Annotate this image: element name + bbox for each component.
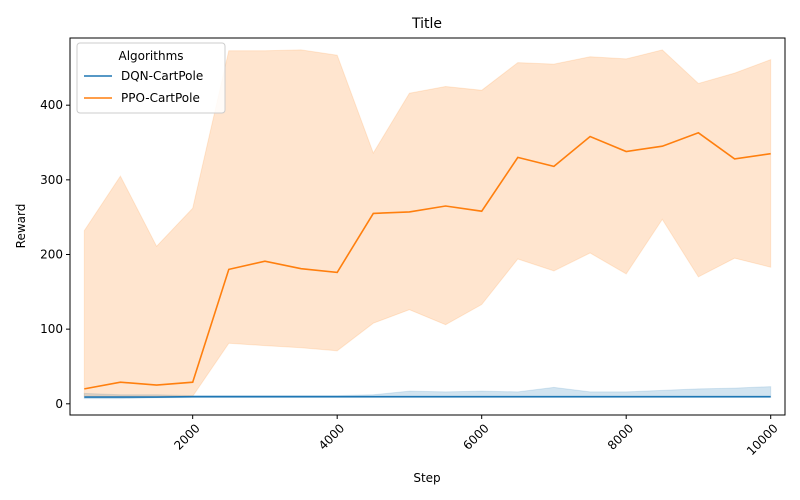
line-series-1 [84,131,771,390]
y-ticks: 0 100 200 300 400 [40,98,70,411]
legend-box [76,42,226,114]
chart-title: Title [411,16,442,32]
legend-label-ppo: PPO-CartPole [121,91,200,105]
y-tick-label: 200 [40,247,63,261]
x-tick-label: 8000 [605,421,636,452]
legend-title: Algorithms [118,49,183,63]
x-tick-label: 6000 [460,421,491,452]
confidence-bands [83,49,772,400]
y-tick-label: 100 [40,322,63,336]
x-ticks: 2000 4000 6000 8000 10000 [171,415,781,458]
band-series-1 [83,49,772,397]
y-tick-label: 400 [40,98,63,112]
legend-label-dqn: DQN-CartPole [121,69,203,83]
x-axis-title: Step [413,471,440,485]
y-tick-label: 300 [40,173,63,187]
y-tick-label: 0 [55,397,63,411]
x-tick-label: 2000 [171,421,202,452]
x-tick-label: 10000 [744,421,781,458]
legend: Algorithms DQN-CartPole PPO-CartPole [76,42,226,114]
y-axis-title: Reward [14,204,28,249]
series-lines [84,131,771,398]
axes [69,37,786,416]
x-tick-label: 4000 [316,421,347,452]
plot-frame [69,37,786,416]
